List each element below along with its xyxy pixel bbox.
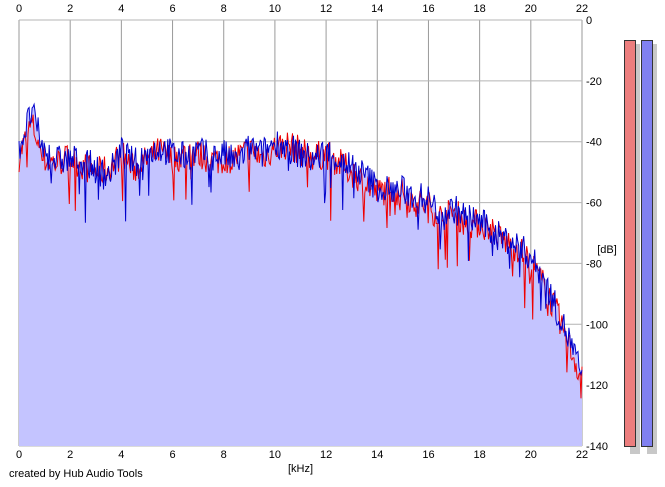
x-tick-label: 22 (576, 449, 588, 461)
y-tick-label: -140 (586, 441, 608, 453)
x-tick-label: 4 (118, 3, 124, 15)
x-tick-label: 10 (269, 449, 281, 461)
x-tick-label: 2 (67, 3, 73, 15)
tick-labels: 002244668810101212141416161818202022220-… (16, 3, 608, 461)
series-line-blue (18, 102, 583, 377)
x-tick-label: 20 (525, 3, 537, 15)
x-tick-label: 18 (474, 3, 486, 15)
x-tick-label: 8 (221, 449, 227, 461)
y-tick-label: 0 (586, 15, 592, 27)
series-lines (18, 102, 583, 399)
right-channel-level-meter (641, 40, 653, 447)
x-tick-label: 2 (67, 449, 73, 461)
x-tick-label: 20 (525, 449, 537, 461)
x-tick-label: 22 (576, 3, 588, 15)
spectrum-fill-area (19, 104, 582, 447)
x-tick-label: 0 (16, 3, 22, 15)
y-axis-label: [dB] (597, 244, 617, 256)
x-tick-label: 14 (371, 449, 383, 461)
x-tick-label: 6 (169, 3, 175, 15)
x-tick-label: 14 (371, 3, 383, 15)
y-tick-label: -80 (586, 258, 602, 270)
x-axis-label: [kHz] (288, 463, 313, 475)
x-tick-label: 18 (474, 449, 486, 461)
series-line-red (18, 114, 583, 399)
y-tick-label: -120 (586, 380, 608, 392)
y-tick-label: -40 (586, 137, 602, 149)
x-tick-label: 12 (320, 449, 332, 461)
x-tick-label: 12 (320, 3, 332, 15)
y-tick-label: -20 (586, 76, 602, 88)
x-tick-label: 16 (422, 3, 434, 15)
left-channel-level-meter (624, 40, 636, 447)
x-tick-label: 10 (269, 3, 281, 15)
x-tick-label: 16 (422, 449, 434, 461)
x-tick-label: 0 (16, 449, 22, 461)
x-tick-label: 4 (118, 449, 124, 461)
x-tick-label: 6 (169, 449, 175, 461)
x-tick-label: 8 (221, 3, 227, 15)
credit-text: created by Hub Audio Tools (9, 468, 143, 480)
y-tick-label: -60 (586, 198, 602, 210)
y-tick-label: -100 (586, 319, 608, 331)
